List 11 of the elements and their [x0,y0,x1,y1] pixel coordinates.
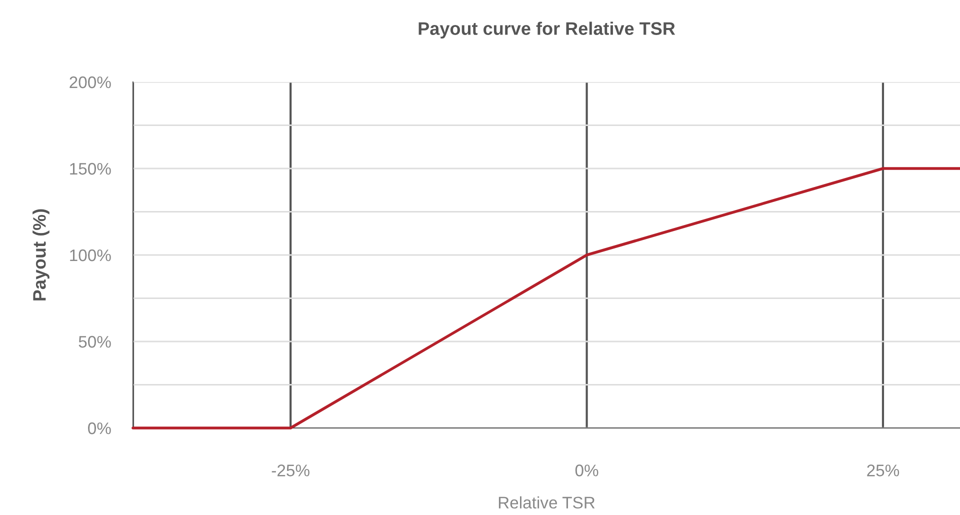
y-axis-title: Payout (%) [32,209,50,300]
y-tick-label: 200% [70,76,111,88]
y-tick-label: 0% [88,422,111,434]
y-tick-label: 100% [70,249,111,262]
x-tick-label: -25% [272,464,310,476]
y-tick-label: 50% [78,336,111,348]
x-tick-label: 0% [575,464,598,476]
x-axis-title: Relative TSR [498,496,595,509]
chart-title: Payout curve for Relative TSR [418,22,676,39]
y-tick-label: 150% [70,162,111,175]
x-tick-label: 25% [867,464,900,476]
